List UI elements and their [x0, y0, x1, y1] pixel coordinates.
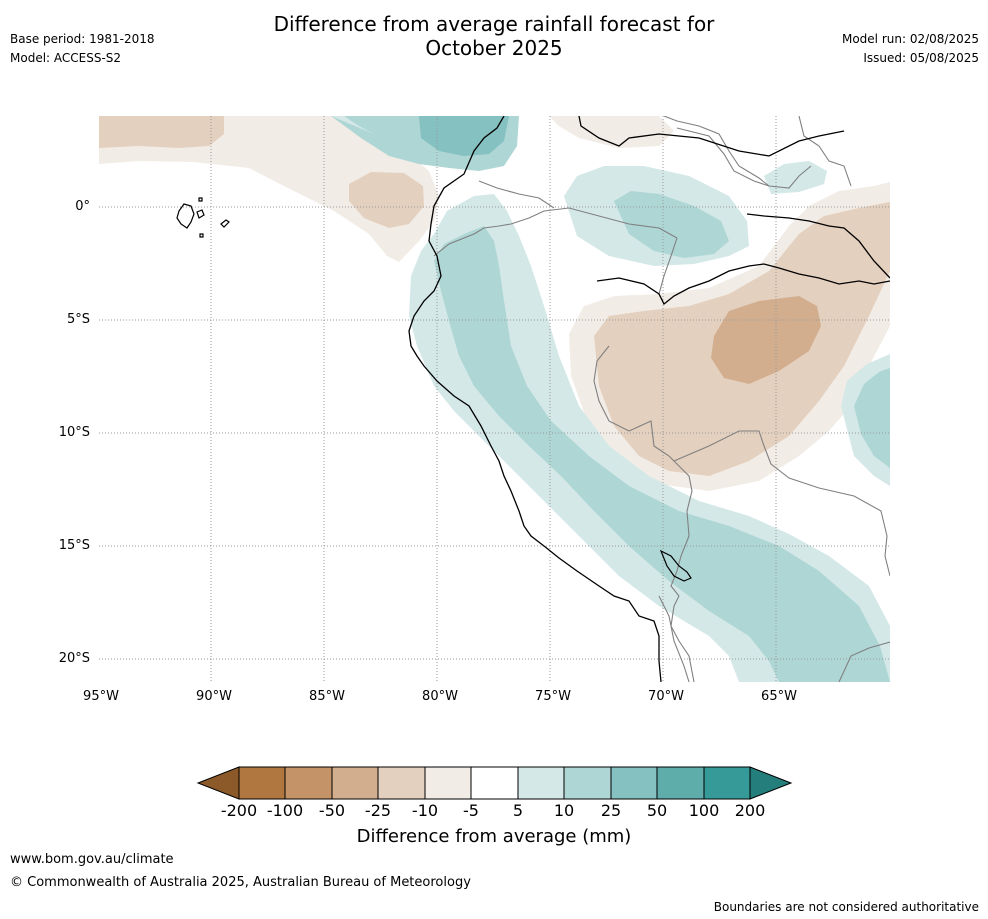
dry-area-northwest — [99, 116, 439, 262]
rainfall-anomaly-map — [99, 116, 890, 682]
lon-label-95w: 95°W — [83, 689, 119, 704]
colorbar-label-neg50: -50 — [318, 801, 346, 820]
colorbar-bin-dry-10 — [378, 767, 425, 799]
wet-area-east-inner — [854, 368, 890, 468]
lake-titicaca — [659, 549, 692, 582]
model-run-text: Model run: 02/08/2025 — [841, 32, 979, 46]
island-small-2 — [199, 233, 204, 238]
wet-area-north-mid — [331, 116, 374, 134]
coast-pacific-south-america — [408, 116, 662, 682]
coast-amazon-mouth — [746, 213, 890, 279]
colorbar-bin-neutral — [471, 767, 518, 799]
island-small-1 — [198, 197, 203, 202]
website-text: www.bom.gov.au/climate — [10, 852, 174, 867]
island-isabela — [176, 203, 195, 229]
border-guyana — [798, 116, 852, 187]
border-chile-argentina — [658, 595, 690, 682]
country-borders — [433, 116, 890, 682]
colorbar-label-5: 5 — [512, 801, 524, 820]
border-bolivia-brazil — [673, 430, 890, 577]
title-line-2: October 2025 — [425, 36, 563, 60]
colorbar-dividers — [238, 766, 751, 800]
graticule — [99, 116, 890, 682]
colorbar-bin-dry-5 — [425, 767, 471, 799]
colorbar-bin-dry-25 — [332, 767, 378, 799]
lon-label-75w: 75°W — [535, 689, 571, 704]
colorbar-bin-dry-100 — [239, 767, 285, 799]
colorbar-bin-wet-50 — [657, 767, 704, 799]
border-peru-bolivia — [670, 490, 693, 597]
copyright-text: © Commonwealth of Australia 2025, Austra… — [10, 875, 471, 890]
colorbar-label-50: 50 — [646, 801, 668, 820]
colorbar — [196, 766, 793, 800]
dry-area-offshore-inner — [349, 172, 424, 228]
border-bolivia-chile — [670, 595, 695, 682]
colorbar-bin-wet-25 — [611, 767, 657, 799]
issued-text: Issued: 05/08/2025 — [863, 51, 979, 65]
colorbar-bin-wet-5 — [518, 767, 564, 799]
border-venezuela-brazil — [676, 127, 812, 189]
colorbar-title: Difference from average (mm) — [356, 826, 632, 847]
lon-label-80w: 80°W — [422, 689, 458, 704]
island-santa-cruz — [196, 209, 205, 219]
colorbar-label-neg5: -5 — [463, 801, 479, 820]
colorbar-bin-dry-50 — [285, 767, 332, 799]
lon-label-90w: 90°W — [196, 689, 232, 704]
lon-label-70w: 70°W — [648, 689, 684, 704]
island-san-cristobal — [220, 219, 230, 228]
colorbar-extend-high — [749, 766, 793, 800]
model-text: Model: ACCESS-S2 — [10, 51, 122, 65]
border-venezuela-north — [663, 116, 770, 187]
coast-caribbean-north — [578, 116, 845, 157]
colorbar-bin-wet-100 — [704, 767, 750, 799]
lon-label-65w: 65°W — [761, 689, 797, 704]
disclaimer-text: Boundaries are not considered authoritat… — [713, 900, 979, 914]
wet-area-north-inner — [419, 116, 509, 156]
colorbar-label-neg200: -200 — [220, 801, 258, 820]
wet-area-coastal-inner — [434, 226, 890, 682]
base-period-text: Base period: 1981-2018 — [10, 32, 155, 46]
colorbar-label-10: 10 — [553, 801, 575, 820]
colorbar-extend-low — [196, 766, 240, 800]
border-paraguay — [838, 641, 890, 682]
colorbar-bin-wet-10 — [564, 767, 611, 799]
lat-label-5s: 5°S — [66, 312, 90, 327]
wet-area-interior-inner — [614, 191, 729, 258]
border-peru-brazil — [593, 345, 693, 492]
lat-label-0: 0° — [75, 199, 90, 214]
wet-area-small-north — [764, 161, 827, 194]
dry-area-amazon-core — [711, 296, 821, 384]
lat-label-15s: 15°S — [58, 538, 90, 553]
colorbar-label-neg10: -10 — [411, 801, 439, 820]
lat-label-20s: 20°S — [58, 651, 90, 666]
colorbar-label-25: 25 — [600, 801, 622, 820]
colorbar-label-neg100: -100 — [266, 801, 304, 820]
colorbar-label-100: 100 — [688, 801, 720, 820]
galapagos-islands — [176, 197, 230, 238]
coastlines — [408, 116, 890, 682]
border-colombia-venezuela — [478, 180, 555, 209]
coast-amazon-river — [596, 263, 890, 306]
title-line-1: Difference from average rainfall forecas… — [273, 12, 715, 36]
lat-label-10s: 10°S — [58, 425, 90, 440]
colorbar-label-neg25: -25 — [364, 801, 392, 820]
dry-area-northwest-inner — [99, 116, 224, 148]
colorbar-label-200: 200 — [734, 801, 766, 820]
border-colombia-ecuador — [433, 207, 678, 257]
map-title: Difference from average rainfall forecas… — [0, 12, 988, 60]
lon-label-85w: 85°W — [309, 689, 345, 704]
